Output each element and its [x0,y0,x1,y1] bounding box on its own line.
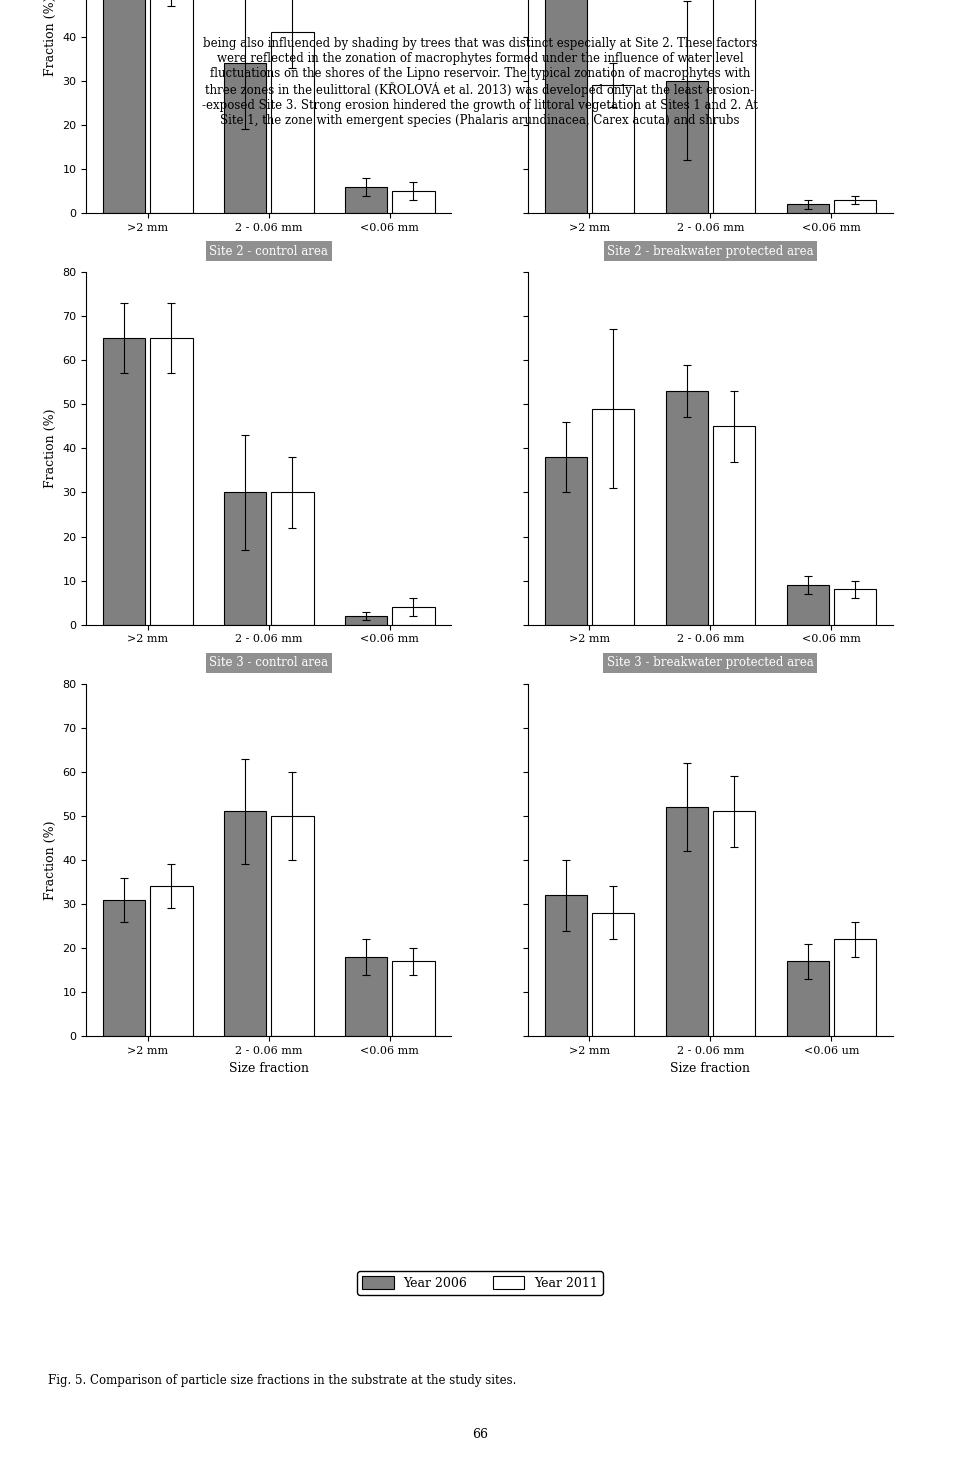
Bar [224,811,266,1036]
Bar [713,811,756,1036]
Bar [272,816,314,1036]
Bar [786,961,829,1036]
Text: being also influenced by shading by trees that was distinct especially at Site 2: being also influenced by shading by tree… [202,37,758,126]
Text: Fig. 5. Comparison of particle size fractions in the substrate at the study site: Fig. 5. Comparison of particle size frac… [48,1374,516,1388]
Bar [103,0,145,213]
Bar [834,200,876,213]
Bar [834,939,876,1036]
Bar [591,85,635,213]
Bar [393,961,435,1036]
Bar [150,338,193,625]
Bar [591,913,635,1036]
Bar [224,63,266,213]
Text: Site 2 - control area: Site 2 - control area [209,245,328,257]
Text: Site 2 - breakwater protected area: Site 2 - breakwater protected area [607,245,814,257]
Bar [544,0,587,213]
Text: Site 3 - control area: Site 3 - control area [209,657,328,669]
Text: Site 3 - breakwater protected area: Site 3 - breakwater protected area [607,657,814,669]
Bar [272,32,314,213]
Bar [786,204,829,213]
Bar [150,886,193,1036]
Y-axis label: Fraction (%): Fraction (%) [44,0,57,76]
Bar [544,457,587,625]
Bar [665,81,708,213]
Bar [345,187,388,213]
Bar [393,191,435,213]
Bar [345,957,388,1036]
Bar [393,607,435,625]
Bar [713,0,756,213]
Y-axis label: Fraction (%): Fraction (%) [44,820,57,900]
Bar [272,492,314,625]
X-axis label: Size fraction: Size fraction [670,1061,751,1075]
Legend: Year 2006, Year 2011: Year 2006, Year 2011 [357,1272,603,1295]
Bar [150,0,193,213]
Bar [665,391,708,625]
Bar [591,409,635,625]
Bar [544,895,587,1036]
Bar [834,589,876,625]
Text: 66: 66 [472,1427,488,1441]
Bar [224,492,266,625]
X-axis label: Size fraction: Size fraction [228,1061,309,1075]
Bar [345,616,388,625]
Y-axis label: Fraction (%): Fraction (%) [44,409,57,488]
Bar [665,807,708,1036]
Bar [103,900,145,1036]
Bar [713,426,756,625]
Bar [786,585,829,625]
Bar [103,338,145,625]
